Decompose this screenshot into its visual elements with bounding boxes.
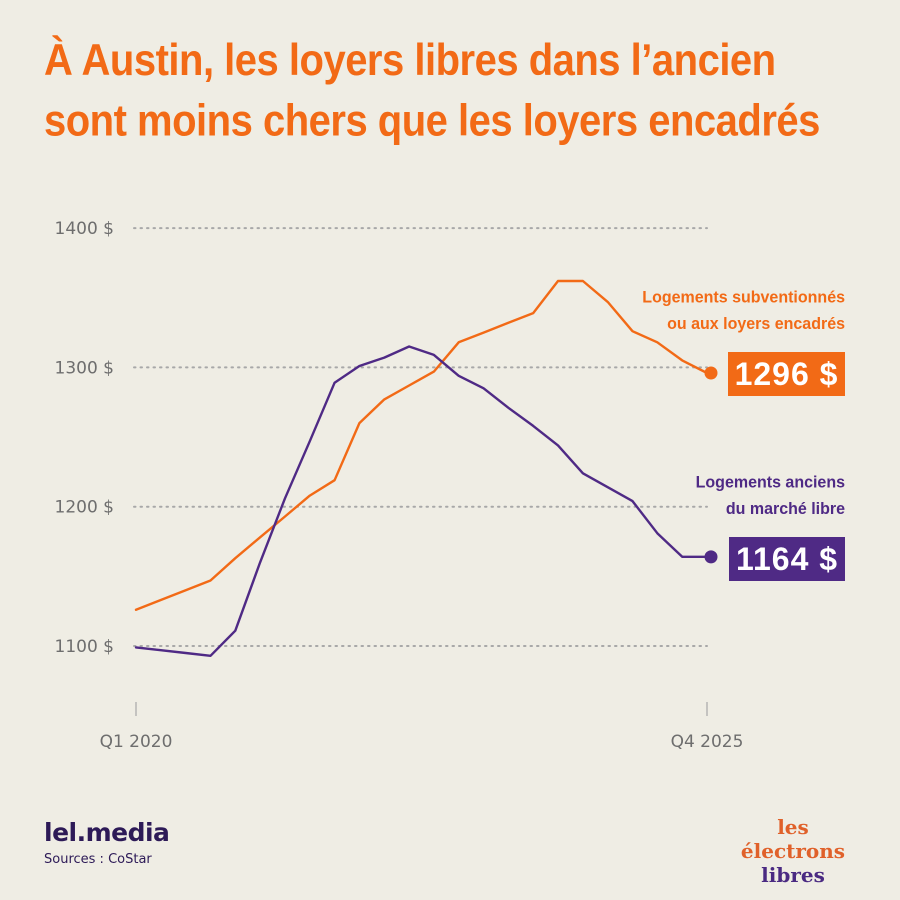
x-axis: Q1 2020 Q4 2025 [100,702,744,752]
series-line-marche-libre [134,345,709,657]
y-axis-ticks: 1100 $ 1200 $ 1300 $ 1400 $ [55,219,114,657]
orange-label-line-2: ou aux loyers encadrés [667,315,845,334]
series-line-encadres [134,279,709,611]
purple-series-label: Logements anciens du marché libre [560,470,845,523]
y-tick-label: 1200 $ [55,498,114,518]
series-end-point [704,366,718,380]
orange-label-line-1: Logements subventionnés [642,288,845,307]
purple-value-badge: 1164 $ [729,537,845,581]
orange-value-badge: 1296 $ [728,352,845,396]
y-tick-label: 1300 $ [55,358,114,378]
brand-name: lel.media [44,818,170,847]
logo-line-1: les électrons [740,815,846,863]
x-tick-label: Q1 2020 [100,732,173,752]
title-line-2: sont moins chers que les loyers encadrés [44,96,820,146]
chart-title: À Austin, les loyers libres dans l’ancie… [44,30,874,151]
y-tick-label: 1400 $ [55,219,114,239]
series-lines [134,279,718,657]
y-tick-label: 1100 $ [55,637,114,657]
grid-lines [133,227,708,647]
purple-label-line-1: Logements anciens [695,473,845,492]
purple-label-line-2: du marché libre [725,500,845,519]
logo-line-2: libres [761,863,825,887]
sources-note: Sources : CoStar [44,852,152,867]
title-line-1: À Austin, les loyers libres dans l’ancie… [44,35,776,85]
x-tick-label: Q4 2025 [671,732,744,752]
orange-series-label: Logements subventionnés ou aux loyers en… [560,285,845,338]
series-end-point [704,550,718,564]
publisher-logo: les électrons libres [728,815,858,887]
